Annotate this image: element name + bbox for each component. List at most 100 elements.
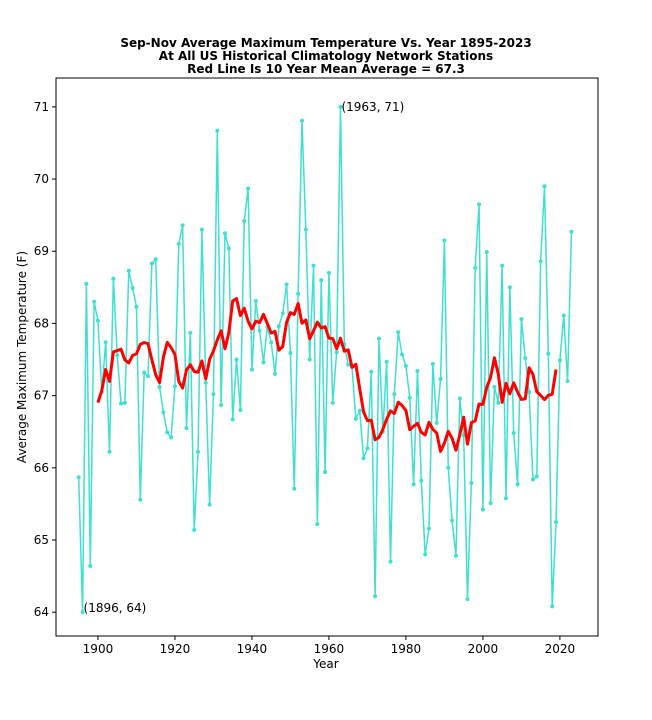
annual-point-1969 <box>361 456 366 461</box>
annual-point-1956 <box>311 263 316 268</box>
annual-point-1991 <box>446 465 451 470</box>
x-axis-label: Year <box>312 657 338 671</box>
annual-point-2013 <box>530 477 535 482</box>
annual-point-2006 <box>503 496 508 501</box>
x-tick-label: 1920 <box>160 642 191 656</box>
annual-point-1962 <box>334 350 339 355</box>
annual-point-1924 <box>188 330 193 335</box>
annual-point-1897 <box>84 281 89 286</box>
annual-point-2003 <box>492 384 497 389</box>
x-tick-label: 1960 <box>314 642 345 656</box>
annual-point-1999 <box>477 202 482 207</box>
annual-point-1978 <box>396 330 401 335</box>
annual-point-1910 <box>134 304 139 309</box>
y-tick-label: 66 <box>34 461 49 475</box>
annual-point-1959 <box>323 470 328 475</box>
annual-point-1981 <box>407 395 412 400</box>
annual-point-1972 <box>373 594 378 599</box>
annual-point-1976 <box>388 559 393 564</box>
annual-point-1937 <box>238 408 243 413</box>
annual-point-2015 <box>538 259 543 264</box>
annual-point-1960 <box>326 270 331 275</box>
annual-point-1914 <box>149 261 154 266</box>
annual-point-1936 <box>234 357 239 362</box>
annual-point-1918 <box>165 430 170 435</box>
annual-point-1938 <box>242 218 247 223</box>
ten-year-mean-line <box>96 297 558 453</box>
annual-point-2014 <box>534 474 539 479</box>
annual-point-1986 <box>427 526 432 531</box>
annual-point-1971 <box>369 369 374 374</box>
annual-point-1993 <box>453 553 458 558</box>
annual-point-1949 <box>284 282 289 287</box>
annual-point-1908 <box>126 268 131 273</box>
x-tick-label: 2020 <box>545 642 576 656</box>
annual-point-1990 <box>442 238 447 243</box>
annual-point-1898 <box>88 563 93 568</box>
annual-point-1907 <box>122 400 127 405</box>
annual-point-1943 <box>261 360 266 365</box>
annual-point-1987 <box>430 361 435 366</box>
y-tick-label: 67 <box>34 389 49 403</box>
annual-point-1951 <box>292 486 297 491</box>
annual-point-2021 <box>561 313 566 318</box>
annual-point-1915 <box>153 257 158 262</box>
annual-point-1989 <box>438 377 443 382</box>
annual-point-1942 <box>257 328 262 333</box>
annual-point-1947 <box>276 324 281 329</box>
annual-point-1954 <box>303 227 308 232</box>
annual-point-1911 <box>138 497 143 502</box>
y-tick-label: 70 <box>34 172 49 186</box>
annual-point-1906 <box>119 401 124 406</box>
annual-point-1997 <box>469 480 474 485</box>
annual-point-1955 <box>307 357 312 362</box>
annual-point-1928 <box>203 380 208 385</box>
annual-point-1952 <box>296 291 301 296</box>
annual-point-1982 <box>411 482 416 487</box>
annual-point-1984 <box>419 478 424 483</box>
annotation-1963: (1963, 71) <box>341 100 404 114</box>
annual-point-2010 <box>519 317 524 322</box>
annual-point-1899 <box>92 299 97 304</box>
chart-title-line-1: Sep-Nov Average Maximum Temperature Vs. … <box>120 36 531 50</box>
annual-point-1953 <box>299 118 304 123</box>
annual-point-1965 <box>346 362 351 367</box>
annual-point-1983 <box>415 369 420 374</box>
y-tick-label: 65 <box>34 533 49 547</box>
annual-point-1968 <box>357 408 362 413</box>
annual-point-1940 <box>249 367 254 372</box>
annual-point-1905 <box>115 353 120 358</box>
annual-point-2004 <box>496 400 501 405</box>
annual-point-1961 <box>330 400 335 405</box>
annual-point-1958 <box>319 278 324 283</box>
annual-point-1900 <box>95 318 100 323</box>
annual-point-1933 <box>222 231 227 236</box>
annual-point-2016 <box>542 184 547 189</box>
x-tick-label: 2000 <box>468 642 499 656</box>
annual-point-2002 <box>488 501 493 506</box>
annual-point-1985 <box>423 552 428 557</box>
annual-point-1929 <box>207 502 212 507</box>
annual-point-1895 <box>76 475 81 480</box>
annual-point-2012 <box>527 390 532 395</box>
annual-point-1923 <box>184 426 189 431</box>
y-tick-label: 64 <box>34 605 49 619</box>
annual-point-2017 <box>546 351 551 356</box>
annual-point-1988 <box>434 421 439 426</box>
annual-point-2000 <box>480 507 485 512</box>
annual-point-2001 <box>484 249 489 254</box>
annual-point-1941 <box>253 299 258 304</box>
chart-title-line-2: At All US Historical Climatology Network… <box>159 49 493 63</box>
annual-point-1950 <box>288 351 293 356</box>
annual-point-2020 <box>557 358 562 363</box>
x-tick-label: 1940 <box>237 642 268 656</box>
y-tick-label: 69 <box>34 244 49 258</box>
annual-point-1932 <box>219 403 224 408</box>
annual-point-1930 <box>211 392 216 397</box>
y-tick-label: 68 <box>34 316 49 330</box>
annotation-1896: (1896, 64) <box>84 601 147 615</box>
annual-point-1992 <box>450 518 455 523</box>
annual-point-1994 <box>457 396 462 401</box>
annual-point-1998 <box>473 265 478 270</box>
